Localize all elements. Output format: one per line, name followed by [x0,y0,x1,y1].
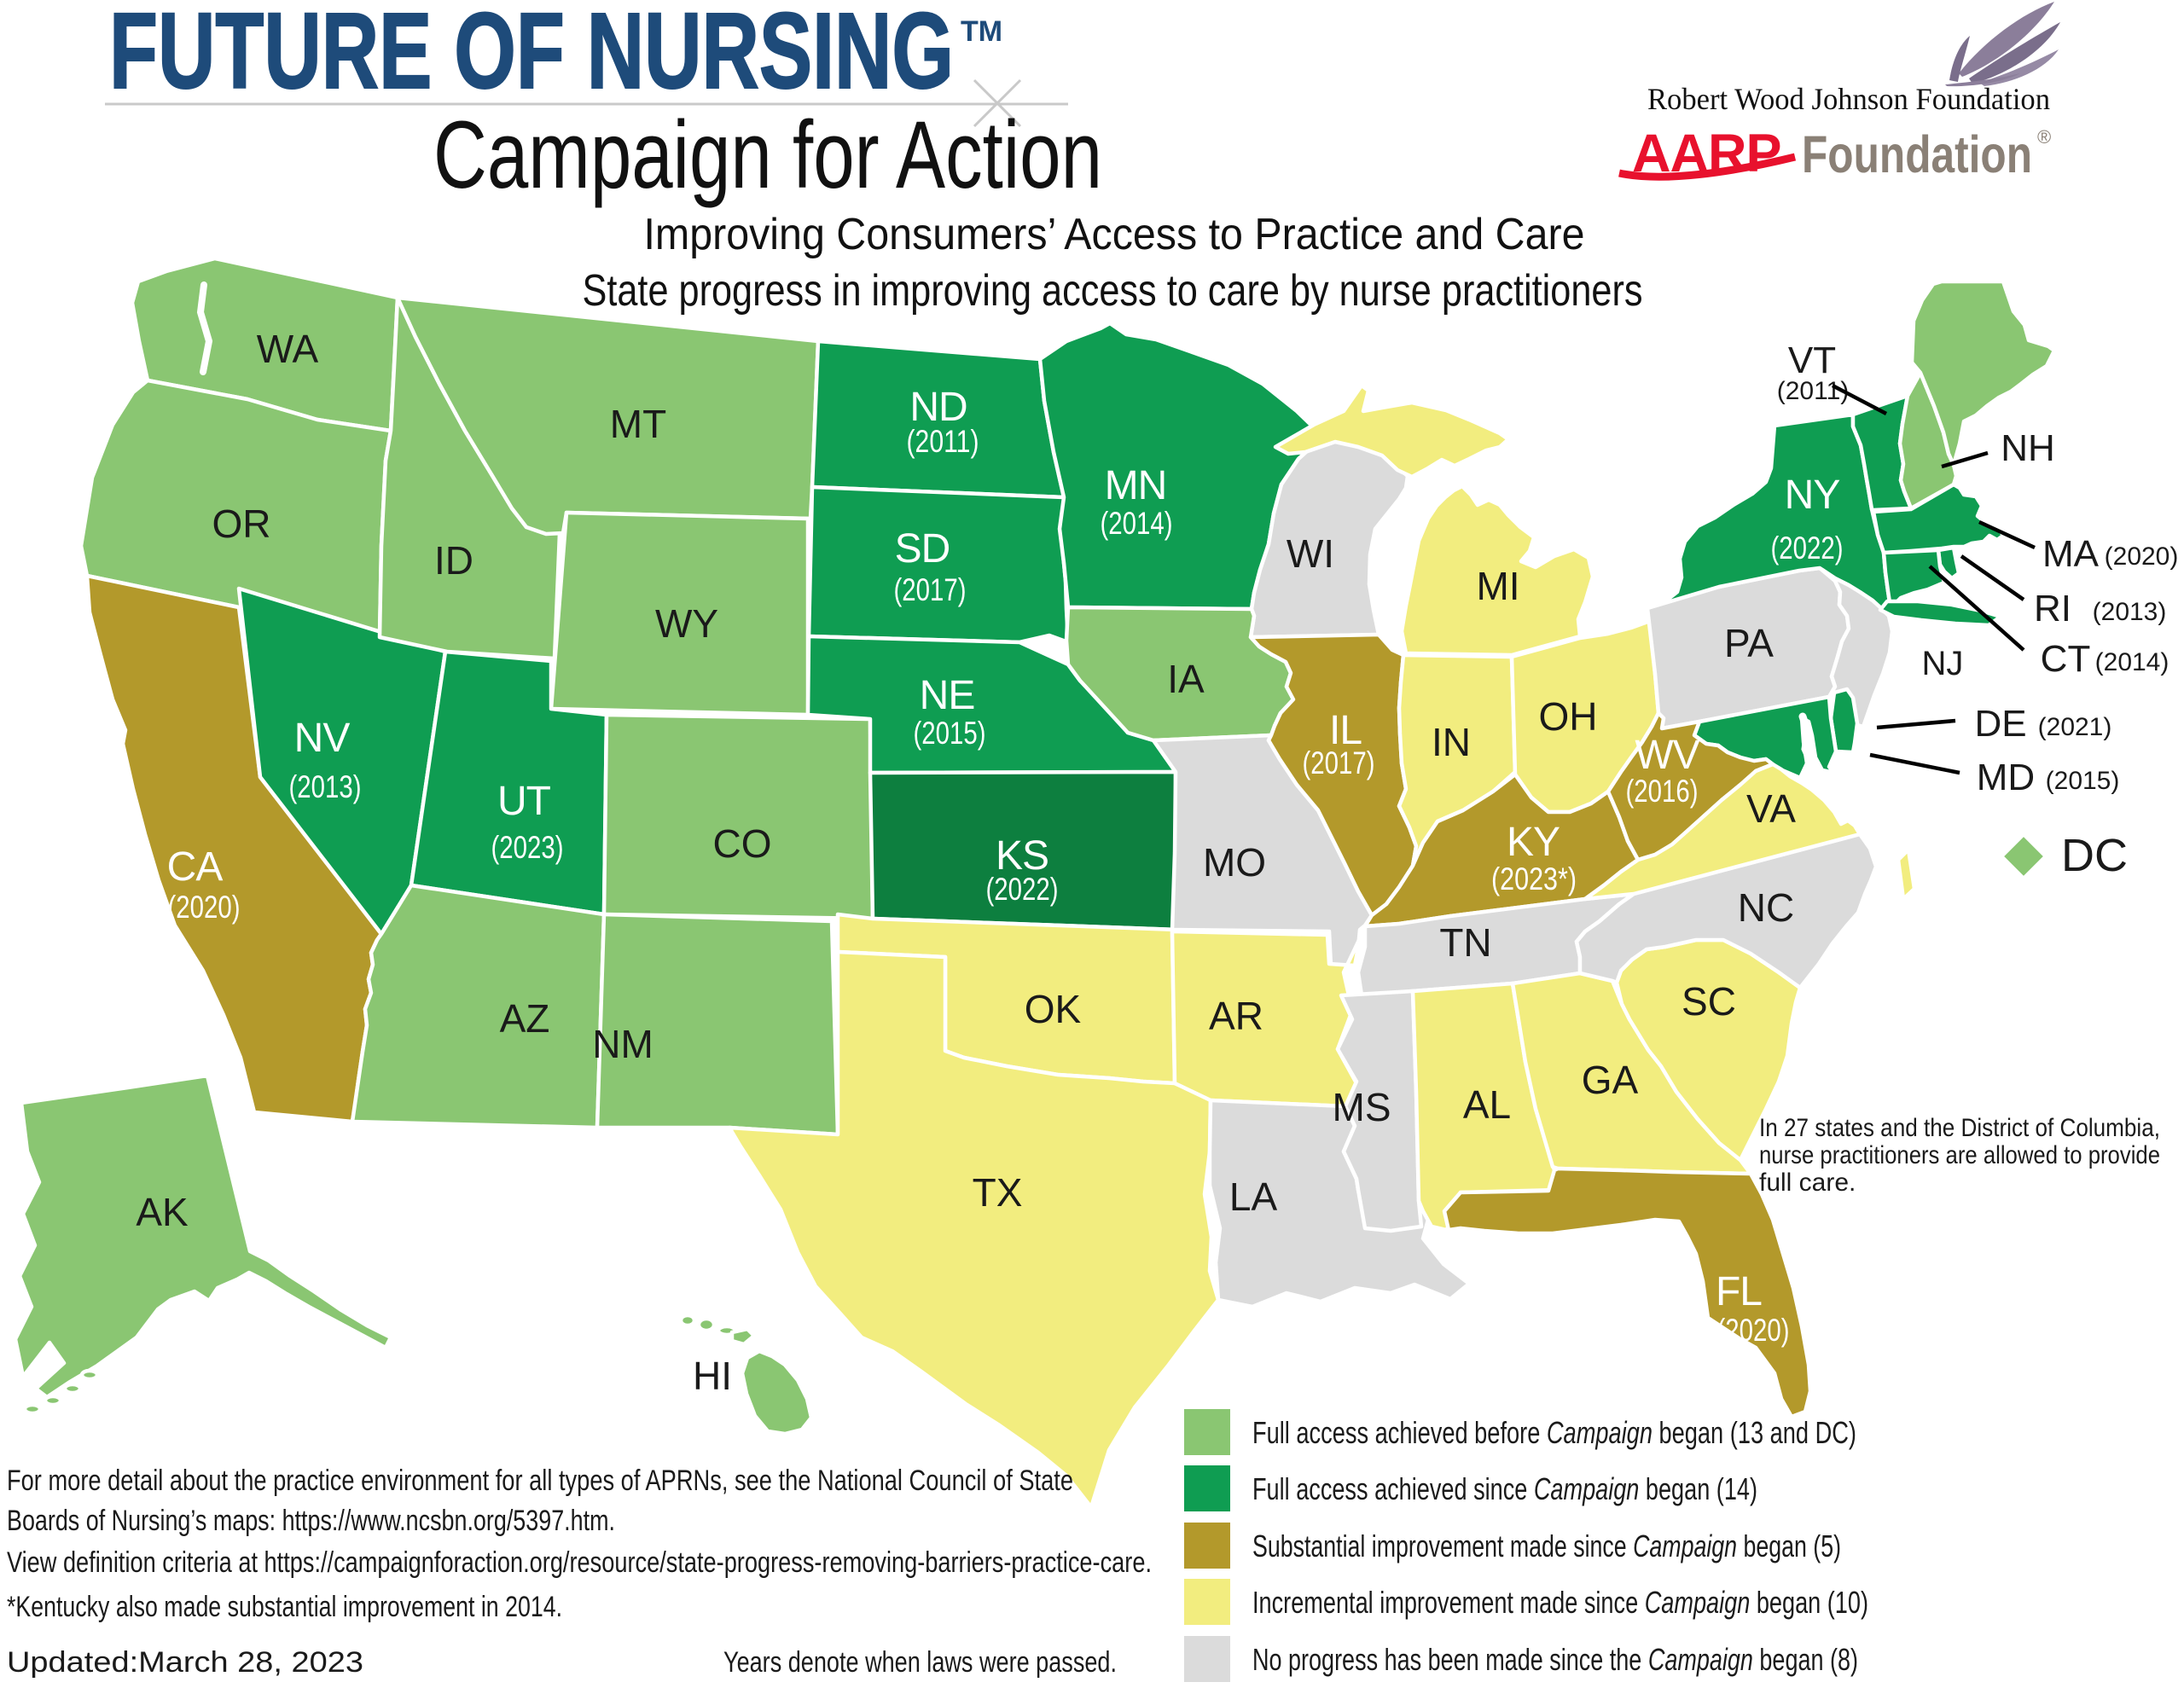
svg-text:TN: TN [1439,920,1491,965]
svg-text:MI: MI [1476,564,1519,608]
svg-text:FUTURE OF NURSING: FUTURE OF NURSING [109,0,954,111]
svg-text:VA: VA [1746,786,1796,831]
svg-text:MA: MA [2042,533,2100,575]
svg-text:NE: NE [920,673,975,718]
svg-text:(2016): (2016) [1626,774,1699,809]
svg-text:Boards of Nursing’s maps: http: Boards of Nursing’s maps: https://www.nc… [7,1505,615,1537]
svg-text:GA: GA [1582,1058,1639,1102]
svg-text:WV: WV [1635,733,1699,778]
svg-text:(2017): (2017) [894,572,967,607]
svg-text:(2022): (2022) [1771,531,1844,566]
svg-text:NC: NC [1738,885,1794,930]
svg-text:full care.: full care. [1759,1169,1856,1197]
svg-text:IN: IN [1432,720,1471,764]
svg-text:Foundation: Foundation [1802,125,2032,183]
svg-text:NH: NH [2001,427,2055,469]
svg-text:(2011): (2011) [1777,377,1850,405]
svg-text:Robert Wood Johnson Foundation: Robert Wood Johnson Foundation [1647,82,2050,116]
svg-text:WI: WI [1287,531,1334,576]
svg-text:(2014): (2014) [2095,648,2169,676]
svg-text:MN: MN [1105,463,1167,508]
svg-text:VT: VT [1788,339,1836,381]
svg-text:MD: MD [1977,757,2035,798]
svg-text:Updated:March 28, 2023: Updated:March 28, 2023 [7,1646,363,1679]
svg-text:MS: MS [1333,1085,1391,1129]
svg-text:(2011): (2011) [907,424,979,459]
svg-text:RI: RI [2034,588,2071,629]
svg-text:Improving Consumers’ Access to: Improving Consumers’ Access to Practice … [644,210,1585,259]
svg-text:DC: DC [2061,830,2128,881]
svg-text:KS: KS [996,833,1048,879]
svg-text:WY: WY [655,601,718,646]
svg-text:AZ: AZ [500,996,550,1041]
svg-text:(2020): (2020) [2105,542,2179,571]
svg-text:NV: NV [294,716,351,761]
svg-text:(2020): (2020) [168,890,241,925]
svg-text:NM: NM [592,1022,653,1066]
svg-text:TM: TM [961,15,1002,48]
svg-text:HI: HI [693,1354,732,1398]
svg-text:SC: SC [1682,979,1736,1024]
svg-text:AL: AL [1463,1082,1511,1127]
svg-text:(2017): (2017) [1303,745,1375,780]
svg-text:OK: OK [1025,987,1082,1031]
svg-text:PA: PA [1724,621,1774,665]
svg-text:IA: IA [1167,657,1205,701]
svg-text:(2023*): (2023*) [1491,861,1577,896]
svg-text:Substantial improvement made s: Substantial improvement made since Campa… [1252,1528,1841,1563]
svg-text:SD: SD [895,526,950,571]
svg-text:(2022): (2022) [986,872,1059,907]
svg-text:OH: OH [1539,694,1598,739]
svg-text:NJ: NJ [1922,645,1964,682]
svg-text:®: ® [2037,126,2051,148]
svg-text:Full access achieved since Cam: Full access achieved since Campaign bega… [1252,1471,1757,1506]
svg-text:WA: WA [257,327,319,371]
svg-text:CA: CA [167,844,224,890]
svg-text:DE: DE [1974,703,2026,745]
svg-text:(2013): (2013) [2093,598,2167,626]
svg-text:MT: MT [610,402,666,446]
svg-text:(2021): (2021) [2038,713,2112,741]
svg-text:OR: OR [212,502,271,546]
svg-text:ID: ID [434,538,473,583]
svg-text:CO: CO [713,821,772,866]
svg-text:FL: FL [1716,1269,1762,1314]
svg-text:Years denote when laws were pa: Years denote when laws were passed. [723,1646,1117,1679]
svg-text:(2020): (2020) [1717,1313,1790,1348]
svg-text:*Kentucky also made substantia: *Kentucky also made substantial improvem… [7,1591,562,1623]
svg-text:MO: MO [1203,840,1266,885]
svg-text:View definition criteria at ht: View definition criteria at https://camp… [7,1546,1152,1579]
svg-text:LA: LA [1229,1175,1278,1219]
svg-text:UT: UT [497,779,551,824]
svg-text:For more detail about the prac: For more detail about the practice envir… [7,1465,1073,1497]
svg-text:nurse practitioners are allowe: nurse practitioners are allowed to provi… [1759,1141,2160,1169]
svg-text:Incremental improvement made s: Incremental improvement made since Campa… [1252,1585,1868,1620]
svg-text:AK: AK [136,1190,189,1234]
svg-text:(2014): (2014) [1101,506,1173,541]
svg-text:Campaign for Action: Campaign for Action [433,102,1102,208]
svg-text:ND: ND [909,385,967,430]
svg-text:KY: KY [1507,820,1560,865]
svg-text:(2015): (2015) [914,716,986,751]
svg-text:NY: NY [1785,473,1840,518]
svg-text:IL: IL [1329,708,1362,753]
svg-text:(2013): (2013) [289,769,362,804]
svg-text:Full access achieved before Ca: Full access achieved before Campaign beg… [1252,1415,1856,1450]
svg-text:TX: TX [973,1170,1023,1215]
svg-text:State progress in improving ac: State progress in improving access to ca… [583,266,1643,316]
svg-text:(2023): (2023) [491,830,564,865]
svg-text:(2015): (2015) [2046,767,2120,795]
svg-text:CT: CT [2041,638,2091,680]
svg-text:No progress has been made sinc: No progress has been made since the Camp… [1252,1642,1858,1677]
svg-text:AR: AR [1209,994,1263,1038]
svg-text:In 27 states and the District: In 27 states and the District of Columbi… [1759,1114,2160,1142]
